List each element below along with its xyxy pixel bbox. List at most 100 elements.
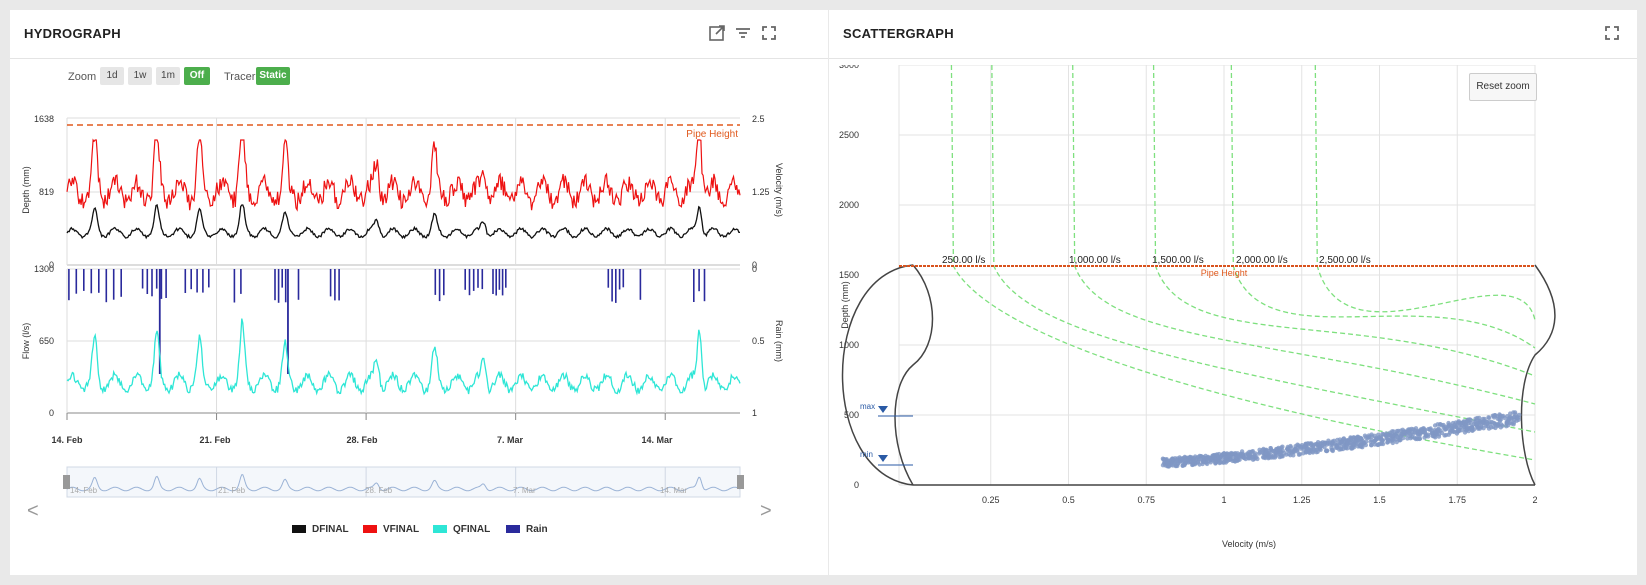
rain-bar [120,269,122,297]
scatter-point [1255,456,1260,462]
scatter-point [1428,426,1433,431]
rain-bar [611,269,613,302]
legend-item-dfinal[interactable]: DFINAL [292,524,349,535]
scatter-point [1349,446,1354,451]
legend-item-qfinal[interactable]: QFINAL [433,524,490,535]
tracer-static-button[interactable]: Static [256,67,290,85]
filter-icon[interactable] [732,22,754,44]
scattergraph-chart[interactable]: 3000 2500 2000 1500 1000 500 0 0.25 0.5 0.75 1 1.2… [829,65,1637,570]
navigator-tick: 7. Mar [513,486,536,495]
scroll-right-arrow[interactable]: > [760,500,772,522]
scatter-point [1263,451,1269,457]
qfinal-swatch [433,525,447,534]
scatter-point [1430,433,1435,439]
scatter-point [1261,455,1266,460]
scatter-y-tick: 0 [854,480,859,490]
iso-flow-curve [1152,65,1536,377]
scatter-point [1221,451,1227,456]
scatter-point [1248,449,1254,455]
navigator-tick: 14. Mar [660,486,687,495]
scatter-point [1217,460,1223,465]
hydrograph-chart[interactable]: Pipe Height 1638 819 0 2.5 1.25 0 Depth … [10,95,828,515]
rain-swatch [506,525,520,534]
scatter-x-tick: 1 [1221,495,1226,505]
x-tick: 14. Mar [641,435,673,445]
velocity-tick: 1.25 [752,187,770,197]
scatter-point [1200,461,1205,467]
zoom-label: Zoom [68,71,97,83]
navigator-right-handle[interactable] [737,475,744,489]
scatter-point [1355,437,1360,442]
scatter-point [1222,456,1228,461]
flow-label: 2,500.00 l/s [1319,255,1371,266]
scatter-point [1302,444,1307,449]
hydrograph-header: HYDROGRAPH [10,10,828,59]
rain-bar [141,269,144,289]
range-navigator[interactable]: 14. Feb 21. Feb 28. Feb 7. Mar 14. Mar [63,466,744,498]
zoom-off-button[interactable]: Off [184,67,210,85]
rain-bar [190,269,192,290]
flow-label: 250.00 l/s [942,255,985,266]
rain-bar [329,269,332,297]
max-label: max [860,402,875,411]
scatter-point [1417,433,1422,438]
scatter-point [1295,449,1300,454]
reset-zoom-button[interactable]: Reset zoom [1469,73,1537,101]
pipe-height-label: Pipe Height [686,129,738,140]
rain-bar [83,269,85,291]
hydrograph-title: HYDROGRAPH [24,26,121,41]
scatter-point [1498,417,1503,422]
rain-bar [287,269,289,374]
scatter-points [1160,410,1522,469]
rain-bar [146,269,149,294]
rain-bar [160,269,163,299]
scatter-point [1264,447,1269,452]
legend-item-vfinal[interactable]: VFINAL [363,524,419,535]
rain-bar [165,269,167,298]
scatter-point [1340,446,1346,452]
scatter-point [1200,458,1206,463]
scatter-point [1451,428,1456,434]
rain-bar [703,269,706,302]
legend-label: DFINAL [312,524,349,535]
rain-bar [481,269,484,290]
scatter-x-axis-label: Velocity (m/s) [1222,539,1276,549]
scatter-point [1173,462,1178,467]
scatter-point [1351,438,1356,444]
navigator-left-handle[interactable] [63,475,70,489]
scatter-pipe-height-label: Pipe Height [1201,268,1248,278]
scatter-point [1436,429,1441,434]
velocity-tick: 2.5 [752,114,765,124]
rain-bar [233,269,236,303]
scatter-point [1508,415,1513,421]
rain-bar [443,269,445,296]
rain-bar [98,269,100,293]
scatter-point [1238,452,1244,457]
scattergraph-header: SCATTERGRAPH [829,10,1637,59]
fullscreen-icon[interactable] [758,22,780,44]
scatter-y-tick: 2500 [839,130,859,140]
scatter-point [1277,454,1282,460]
scatter-point [1160,463,1166,468]
scatter-point [1338,439,1343,444]
scatter-point [1235,451,1240,456]
fullscreen-icon[interactable] [1601,22,1623,44]
scatter-point [1169,460,1174,466]
rain-bar [155,269,158,289]
rain-bar [492,269,494,294]
pipe-right-curve [1520,264,1556,486]
zoom-1m-button[interactable]: 1m [156,67,180,85]
rain-tick: 0 [752,264,757,274]
scatter-point [1486,415,1491,420]
scatter-point [1266,456,1271,461]
external-link-icon[interactable] [706,22,728,44]
min-triangle-icon [878,455,888,462]
legend-item-rain[interactable]: Rain [506,524,548,535]
scatter-point [1378,434,1383,439]
scroll-left-arrow[interactable]: < [27,500,39,522]
scatter-y-tick: 1000 [839,340,859,350]
zoom-1w-button[interactable]: 1w [128,67,152,85]
zoom-1d-button[interactable]: 1d [100,67,124,85]
scatter-point [1467,426,1472,431]
navigator-series [66,474,741,492]
